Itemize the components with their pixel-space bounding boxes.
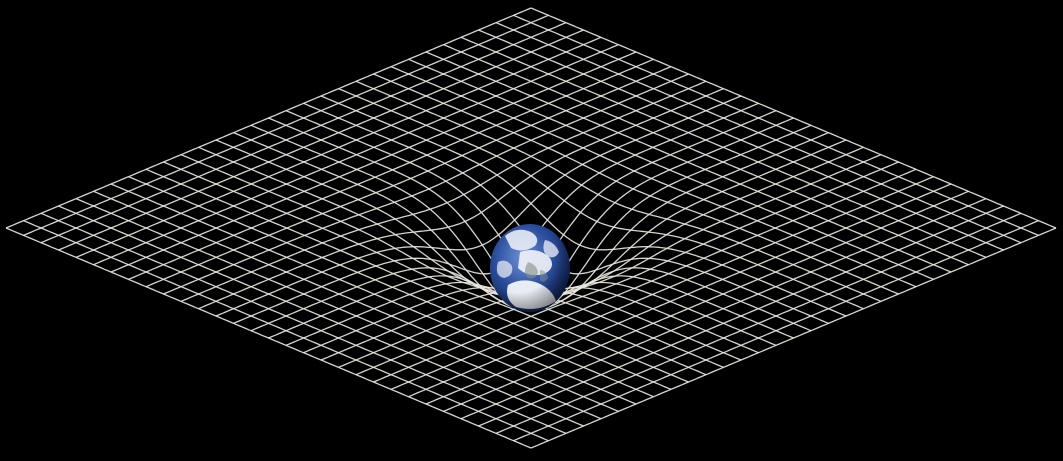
grid-line-b-27 [58,205,584,427]
grid-line-a-29 [513,220,1039,442]
grid-line-b-28 [40,212,567,434]
grid-line-a-28 [495,212,1022,434]
grid-line-b-25 [93,190,619,412]
grid-line-b-29 [23,220,549,442]
grid-line-a-27 [478,205,1004,427]
grid-line-b-9 [373,73,899,295]
grid-line-b-26 [75,198,602,420]
earth-globe [490,224,570,312]
grid-line-a-9 [163,73,689,295]
grid-line-a-26 [460,198,987,420]
grid-line-b-22 [145,168,672,390]
grid-line-b-30 [5,227,532,449]
grid-line-a-30 [530,227,1057,449]
grid-line-a-22 [390,168,917,390]
grid-line-b-20 [180,154,707,376]
curved-spacetime-grid [5,7,1057,449]
grid-line-a-20 [355,154,882,376]
